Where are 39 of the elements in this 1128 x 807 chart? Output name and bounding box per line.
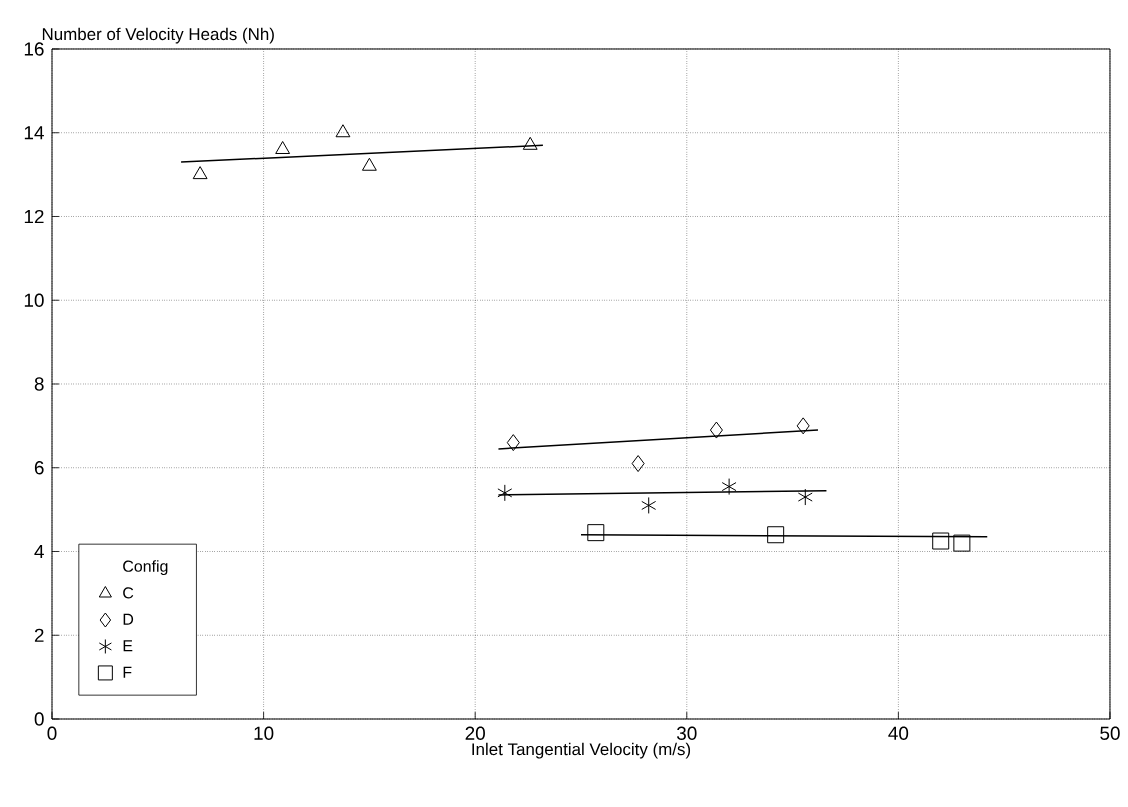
point — [335, 124, 351, 138]
x-tick-label: 20 — [465, 726, 485, 740]
legend-label: D — [123, 613, 134, 625]
y-tick-label: 6 — [34, 461, 44, 475]
point — [361, 157, 377, 171]
point — [709, 421, 723, 439]
y-tick-label: 2 — [34, 628, 44, 642]
y-tick-label: 10 — [24, 293, 44, 307]
point — [631, 455, 645, 473]
y-tick-label: 16 — [24, 42, 44, 56]
point — [506, 434, 520, 452]
x-tick-label: 30 — [676, 726, 697, 740]
point — [767, 526, 785, 544]
y-tick-label: 4 — [34, 544, 44, 559]
y-tick-label: 8 — [34, 377, 44, 391]
point — [522, 136, 538, 150]
legend-label: C — [123, 587, 134, 599]
x-tick-label: 40 — [888, 726, 909, 740]
x-tick-label: 10 — [254, 726, 274, 740]
y-tick-label: 14 — [24, 126, 44, 140]
x-tick-label: 50 — [1100, 726, 1120, 740]
point — [932, 532, 950, 550]
point — [721, 478, 737, 496]
point — [192, 166, 208, 180]
point — [497, 484, 513, 502]
legend-title: Config — [123, 560, 168, 576]
y-axis-title: Number of Velocity Heads (Nh) — [42, 27, 274, 44]
point — [587, 524, 605, 542]
x-axis-title: Inlet Tangential Velocity (m/s) — [472, 742, 691, 759]
legend-label: E — [123, 640, 133, 652]
y-tick-label: 12 — [24, 209, 44, 224]
x-tick-label: 0 — [47, 726, 57, 740]
point — [275, 140, 291, 154]
point — [797, 488, 813, 506]
point — [953, 534, 971, 552]
point — [796, 417, 810, 435]
point — [641, 496, 657, 514]
y-tick-label: 0 — [34, 712, 44, 726]
legend-label: F — [123, 666, 132, 678]
